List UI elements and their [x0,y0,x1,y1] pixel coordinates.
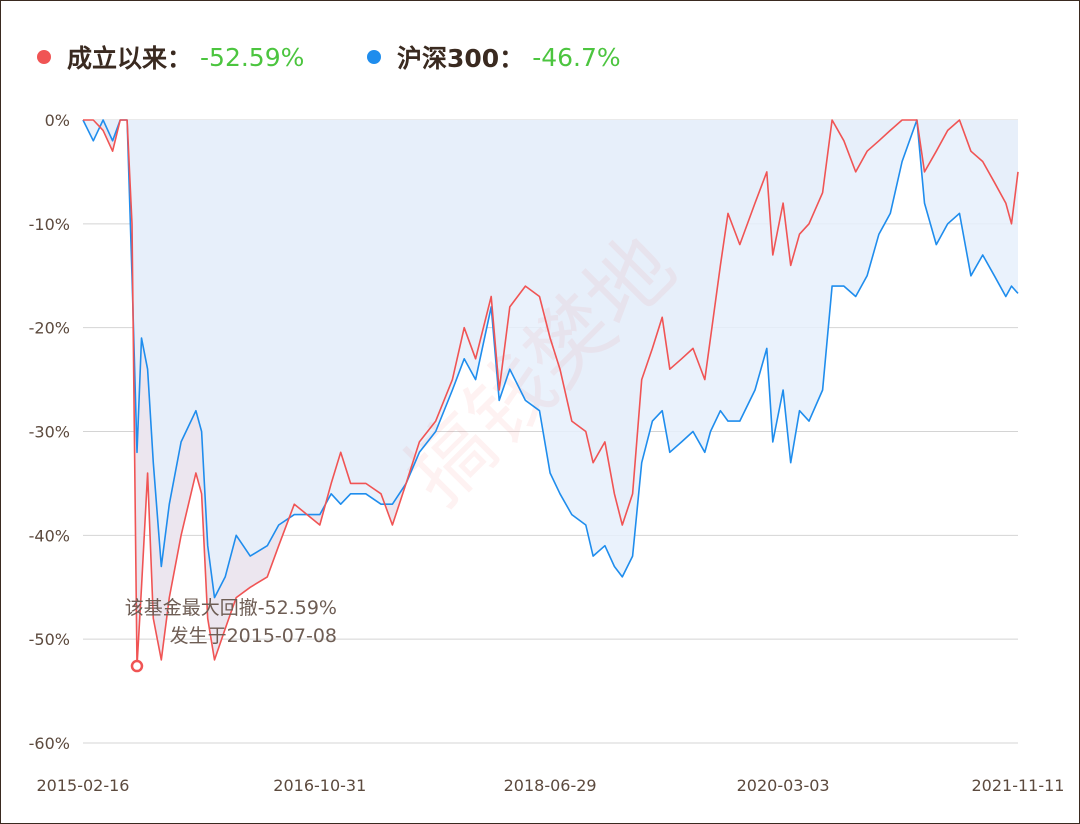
annotation-line-1: 该基金最大回撤-52.59% [125,597,337,619]
y-tick-label: -60% [29,734,70,753]
fund-series-line [83,119,1019,667]
y-tick-label: -50% [29,630,70,649]
x-tick-label: 2016-10-31 [273,776,366,795]
x-tick-label: 2020-03-03 [737,776,830,795]
max-drawdown-marker[interactable] [130,659,144,673]
x-tick-label: 2015-02-16 [37,776,130,795]
index-series-area [83,120,1018,598]
legend-index[interactable]: 沪深300： -46.7% [367,39,621,75]
y-tick-label: 0% [45,111,70,130]
x-tick-label: 2021-11-11 [972,776,1065,795]
y-tick-label: -10% [29,215,70,234]
legend-index-dot [367,50,381,64]
max-drawdown-annotation: 该基金最大回撤-52.59% 发生于2015-07-08 [125,597,337,673]
y-tick-label: -30% [29,423,70,442]
x-tick-label: 2018-06-29 [504,776,597,795]
x-axis-ticks: 2015-02-16 2016-10-31 2018-06-29 2020-03-03… [37,776,1065,795]
y-axis-ticks: 0% -10% -20% -30% -40% -50% -60% [29,111,70,753]
legend-fund-dot [37,50,51,64]
legend-fund-value: -52.59% [200,42,305,72]
y-tick-label: -40% [29,526,70,545]
legend-fund-label: 成立以来： [67,44,193,73]
legend-index-value: -46.7% [532,42,621,72]
series-lines [82,119,1019,667]
annotation-line-2: 发生于2015-07-08 [170,625,337,647]
legend-index-label: 沪深300： [397,44,525,73]
series-areas [83,120,1018,667]
index-series-line [82,119,1019,599]
legend-fund[interactable]: 成立以来： -52.59% [37,39,304,75]
y-tick-label: -20% [29,319,70,338]
